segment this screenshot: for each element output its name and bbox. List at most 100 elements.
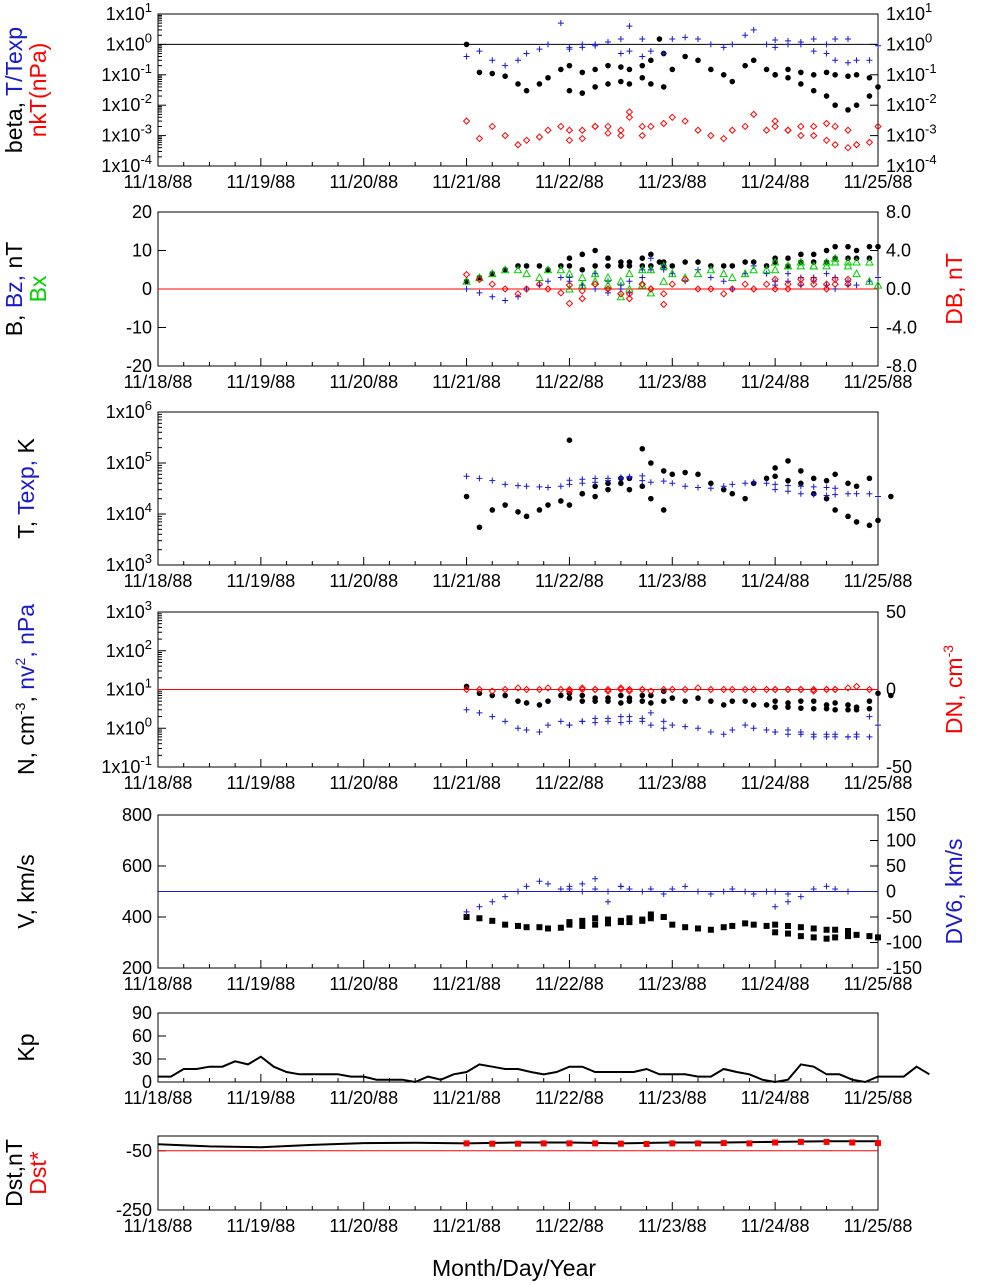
temperature-point-1-33 <box>763 480 770 487</box>
bfield-point-1-3 <box>502 297 509 304</box>
density-series-1 <box>463 706 881 740</box>
bfield-point-3-19 <box>578 294 586 303</box>
bfield-point-3-37 <box>784 280 792 288</box>
velocity-point-1-22 <box>617 883 624 890</box>
dst-x-tick-label-4: 11/22/88 <box>535 1216 604 1236</box>
temperature-point-1-46 <box>845 490 851 497</box>
bfield-point-2-18 <box>565 284 574 293</box>
beta-point-1-7 <box>545 41 551 48</box>
temperature-series-1 <box>463 472 881 500</box>
beta-point-0-52 <box>845 107 851 113</box>
beta-point-1-33 <box>763 41 770 48</box>
panel-velocity: 11/18/88 11/19/88 11/20/88 11/21/88 11/22/88… <box>13 805 967 994</box>
velocity-point-1-6 <box>536 878 543 885</box>
temperature-point-0-45 <box>772 473 778 480</box>
velocity-point-0-46 <box>810 934 817 941</box>
velocity-y2-tick-label-4: -50 <box>886 907 912 927</box>
bfield-point-3-30 <box>707 285 715 293</box>
beta-point-0-33 <box>729 78 736 85</box>
velocity-point-1-40 <box>832 885 839 892</box>
bfield-point-2-51 <box>843 261 853 270</box>
beta-y2-tick-label-5-exp: -4 <box>925 152 937 167</box>
bfield-y-tick-label-4: -20 <box>126 356 152 376</box>
beta-point-1-45 <box>823 50 830 57</box>
dst-point-1-14 <box>823 1138 830 1145</box>
temperature-point-1-30 <box>729 481 736 488</box>
velocity-point-1-37 <box>797 893 804 900</box>
bfield-point-2-42 <box>843 257 853 266</box>
temperature-point-1-32 <box>750 479 757 486</box>
density-y-tick-label-3-base: 1x10 <box>106 718 145 738</box>
density-y2-tick-label-0: 50 <box>886 602 906 622</box>
temperature-point-0-30 <box>708 480 714 487</box>
beta-point-1-28 <box>707 41 714 48</box>
beta-point-1-46 <box>832 57 839 64</box>
density-point-2-27 <box>694 684 702 692</box>
beta-point-2-14 <box>625 113 634 122</box>
bfield-point-1-8 <box>557 274 564 281</box>
panel-temperature: 11/18/88 11/19/88 11/20/88 11/21/88 11/22/88… <box>13 398 912 591</box>
bfield-point-2-8 <box>556 265 566 274</box>
density-point-1-34 <box>750 725 757 732</box>
temperature-point-1-28 <box>707 485 714 492</box>
bfield-point-3-34 <box>750 285 758 293</box>
beta-point-0-14 <box>626 66 633 73</box>
bfield-point-3-4 <box>514 290 522 298</box>
bfield-y2-tick-label-1: 4.0 <box>886 241 911 261</box>
beta-point-1-31 <box>742 32 749 39</box>
beta-y2-tick-label-0-base: 1x10 <box>886 4 925 24</box>
velocity-point-0-5 <box>523 924 530 931</box>
beta-point-0-40 <box>810 72 817 78</box>
velocity-x-tick-label-0: 11/18/88 <box>124 974 193 994</box>
temperature-x-tick-label-3: 11/21/88 <box>432 571 501 591</box>
beta-point-2-28 <box>707 131 715 140</box>
velocity-point-1-28 <box>720 888 727 895</box>
kp-y-label: Kp <box>13 1033 39 1061</box>
density-point-1-20 <box>592 715 599 722</box>
beta-point-1-34 <box>772 44 779 51</box>
bfield-y2-tick-label-4: -8.0 <box>886 356 917 376</box>
velocity-point-0-2 <box>489 917 496 924</box>
density-x-tick-label-2: 11/20/88 <box>329 773 398 793</box>
beta-point-2-42 <box>784 126 792 134</box>
temperature-point-0-4 <box>515 509 521 515</box>
beta-point-1-32 <box>750 26 757 33</box>
velocity-point-1-12 <box>605 898 611 905</box>
bfield-point-2-13 <box>616 292 626 301</box>
density-point-1-26 <box>660 725 667 732</box>
density-point-1-29 <box>695 725 701 732</box>
temperature-y-tick-label-1: 1x105 <box>106 449 152 473</box>
density-point-2-46 <box>844 684 852 692</box>
bfield-y2-tick-label-0: 8.0 <box>886 202 911 222</box>
dst-point-1-9 <box>695 1140 701 1147</box>
density-y-tick-label-2-base: 1x10 <box>106 680 145 700</box>
velocity-y-label-part-0: V, km/s <box>13 854 39 929</box>
temperature-point-0-52 <box>853 519 860 525</box>
bfield-point-2-34 <box>749 265 759 274</box>
bfield-point-0-9 <box>566 263 573 269</box>
density-point-2-20 <box>591 685 599 694</box>
dst-y-tick-label-0: -50 <box>126 1141 152 1161</box>
beta-point-1-43 <box>797 41 804 48</box>
beta-point-0-48 <box>798 81 804 87</box>
bfield-point-0-53 <box>853 247 860 254</box>
beta-y2-tick-label-2: 1x10-1 <box>886 61 937 85</box>
beta-point-2-31 <box>741 122 749 131</box>
density-point-1-16 <box>647 709 654 716</box>
temperature-x-tick-label-1: 11/19/88 <box>226 571 295 591</box>
bfield-point-0-48 <box>798 251 804 258</box>
density-point-2-41 <box>784 685 792 694</box>
velocity-y-tick-label-1: 600 <box>122 856 152 876</box>
beta-point-2-48 <box>852 141 861 149</box>
kp-y-tick-label-3: 0 <box>142 1072 152 1092</box>
density-x-tick-label-5: 11/23/88 <box>638 773 707 793</box>
beta-y2-tick-label-5-base: 1x10 <box>886 156 925 176</box>
velocity-point-0-45 <box>797 933 804 940</box>
bfield-point-1-43 <box>772 282 779 289</box>
beta-point-0-39 <box>798 69 804 76</box>
density-point-0-18 <box>566 690 573 697</box>
velocity-point-0-40 <box>823 926 830 933</box>
bfield-point-0-14 <box>626 259 633 265</box>
bfield-point-2-9 <box>565 269 574 278</box>
